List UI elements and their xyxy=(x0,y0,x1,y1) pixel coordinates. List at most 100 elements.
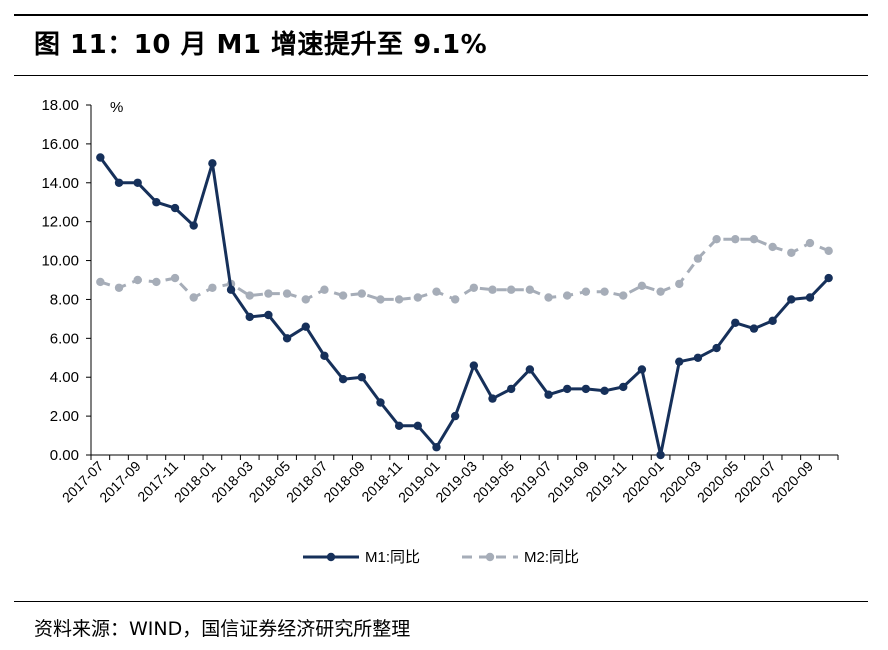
data-point xyxy=(712,234,721,244)
data-point xyxy=(637,365,647,374)
data-point xyxy=(320,285,329,294)
data-point xyxy=(600,287,609,296)
data-point xyxy=(731,234,740,244)
series-m2 xyxy=(96,234,833,304)
series-m1 xyxy=(96,153,833,460)
legend-swatch-marker xyxy=(326,552,336,562)
data-point xyxy=(749,234,759,244)
data-point xyxy=(338,374,348,384)
data-point xyxy=(264,289,273,298)
data-point xyxy=(357,373,366,382)
data-point xyxy=(133,178,142,187)
data-point xyxy=(675,357,684,366)
data-point xyxy=(824,246,833,256)
data-point xyxy=(301,322,310,331)
y-axis-unit: % xyxy=(110,99,123,116)
data-point xyxy=(320,351,329,361)
chart-legend: M1:同比 M2:同比 xyxy=(303,549,579,566)
x-tick-label: 2017-09 xyxy=(96,458,144,506)
data-point xyxy=(245,312,254,322)
data-point xyxy=(525,285,535,294)
data-point xyxy=(394,295,404,304)
legend-item: M1:同比 xyxy=(303,549,420,566)
legend-label: M2:同比 xyxy=(524,549,579,566)
title-rule xyxy=(14,75,868,76)
source-rule xyxy=(14,601,868,602)
y-tick-label: 4.00 xyxy=(50,369,79,386)
source-note: 资料来源：WIND，国信证券经济研究所整理 xyxy=(34,618,411,640)
data-point xyxy=(114,178,124,187)
y-tick-label: 6.00 xyxy=(50,330,79,347)
y-tick-label: 2.00 xyxy=(50,408,79,425)
x-tick-label: 2020-09 xyxy=(768,458,816,506)
data-point xyxy=(731,318,740,327)
y-tick-label: 8.00 xyxy=(50,291,79,308)
data-point xyxy=(637,281,647,291)
data-point xyxy=(768,242,777,252)
x-tick-label: 2018-09 xyxy=(320,458,368,506)
data-point xyxy=(226,285,236,294)
data-point xyxy=(96,153,105,162)
data-point xyxy=(619,382,628,392)
top-rule xyxy=(14,14,868,16)
data-point xyxy=(581,384,591,394)
data-point xyxy=(805,238,815,248)
data-point xyxy=(413,293,423,302)
legend-label: M1:同比 xyxy=(365,549,420,566)
data-point xyxy=(208,159,217,168)
data-point xyxy=(525,365,535,374)
legend-swatch-marker xyxy=(485,552,495,562)
data-point xyxy=(114,283,124,292)
data-point xyxy=(488,285,497,294)
data-point xyxy=(469,283,479,292)
data-point xyxy=(450,411,460,421)
data-point xyxy=(432,443,441,452)
data-point xyxy=(189,293,198,302)
data-point xyxy=(189,221,198,230)
data-point xyxy=(413,421,423,431)
chart-series xyxy=(96,153,833,460)
data-point xyxy=(600,386,609,396)
data-point xyxy=(282,289,292,298)
data-point xyxy=(264,310,273,320)
data-point xyxy=(768,316,777,326)
data-point xyxy=(693,353,703,362)
data-point xyxy=(432,287,441,296)
data-point xyxy=(675,279,684,289)
data-point xyxy=(152,198,161,207)
series-line xyxy=(99,156,830,457)
data-point xyxy=(376,398,385,407)
data-point xyxy=(301,295,310,304)
y-tick-label: 16.00 xyxy=(41,136,79,153)
data-point xyxy=(96,277,105,287)
data-point xyxy=(488,394,497,403)
data-point xyxy=(170,273,180,283)
data-point xyxy=(749,324,759,333)
data-point xyxy=(563,384,572,394)
data-point xyxy=(469,361,479,370)
data-point xyxy=(245,291,254,300)
data-point xyxy=(619,291,628,300)
line-chart: 0.00 2.00 4.00 6.00 8.00 10.00 12.00 14.00 16.00… xyxy=(41,97,839,566)
y-tick-label: 14.00 xyxy=(41,175,79,192)
data-point xyxy=(824,273,833,283)
data-point xyxy=(506,285,516,294)
data-point xyxy=(563,291,572,300)
data-point xyxy=(152,277,161,287)
data-point xyxy=(376,295,385,304)
data-point xyxy=(787,248,796,257)
y-tick-label: 10.00 xyxy=(41,253,79,270)
data-point xyxy=(506,384,516,394)
data-point xyxy=(544,293,553,302)
y-tick-label: 0.00 xyxy=(50,447,79,464)
data-point xyxy=(656,287,665,296)
y-tick-label: 18.00 xyxy=(41,97,79,114)
data-point xyxy=(170,203,180,213)
data-point xyxy=(805,293,815,302)
data-point xyxy=(544,390,553,399)
data-point xyxy=(712,343,721,353)
data-point xyxy=(581,287,591,296)
data-point xyxy=(394,421,404,431)
data-point xyxy=(787,295,796,304)
data-point xyxy=(693,254,703,263)
